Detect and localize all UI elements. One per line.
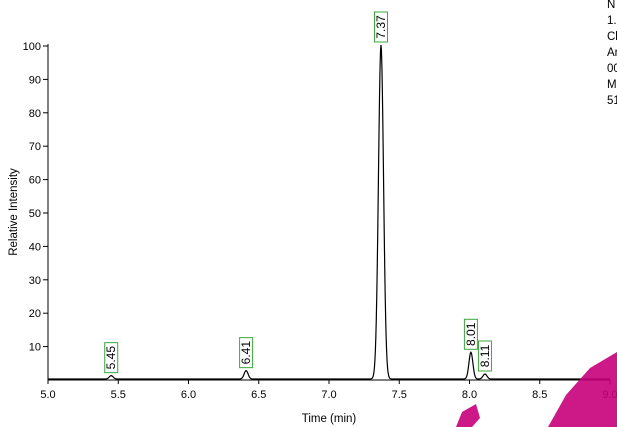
- x-axis-title: Time (min): [302, 413, 357, 425]
- x-tick-label: 6.5: [251, 389, 266, 401]
- peak-label: 8.01: [463, 318, 478, 350]
- peak-label-text: 7.37: [374, 15, 388, 39]
- corner-info-text: N 1. Cl Ar 00 M 51: [607, 0, 617, 107]
- peak-label-text: 6.41: [239, 341, 253, 365]
- y-axis-ticks: 10 20 30 40 50 60 70 80 90 100: [23, 41, 48, 354]
- x-tick-label: 5.5: [111, 389, 126, 401]
- peak-label-box: [477, 340, 492, 372]
- x-tick-label: 7.0: [321, 389, 336, 401]
- peak-label: 7.37: [373, 11, 388, 43]
- peak-label: 6.41: [239, 337, 254, 369]
- watermark-stamp-fragment: [456, 404, 480, 427]
- x-axis-ticks: 5.05.56.06.57.07.58.08.59.0: [40, 380, 617, 401]
- x-tick-label: 7.5: [392, 389, 407, 401]
- y-tick-label: 70: [29, 141, 41, 153]
- x-tick-label: 6.0: [181, 389, 196, 401]
- x-tick-label: 8.0: [462, 389, 477, 401]
- y-tick-label: 100: [23, 41, 41, 53]
- y-tick-label: 60: [29, 175, 41, 187]
- x-tick-label: 8.5: [532, 389, 547, 401]
- y-axis-title: Relative Intensity: [8, 168, 20, 256]
- peak-label: 8.11: [477, 340, 492, 372]
- peak-label-box: [239, 337, 254, 369]
- peak-labels: 5.45 6.41 7.37 8.018.11: [104, 11, 492, 374]
- watermark-stamp: [548, 352, 617, 427]
- y-tick-label: 50: [29, 208, 41, 220]
- corner-text-line: Ar: [607, 47, 617, 59]
- y-tick-label: 10: [29, 342, 41, 354]
- y-tick-label: 90: [29, 74, 41, 86]
- corner-text-line: N: [607, 0, 615, 11]
- y-tick-label: 30: [29, 275, 41, 287]
- peak-label-box: [373, 11, 388, 43]
- corner-text-line: 51: [607, 95, 617, 107]
- peak-label-box: [463, 318, 478, 350]
- peak-label-text: 5.45: [104, 346, 118, 370]
- peak-label-text: 8.11: [478, 344, 492, 367]
- peak-label-box: [104, 342, 119, 374]
- corner-text-line: M: [607, 79, 617, 91]
- corner-text-line: 00: [607, 63, 617, 75]
- peak-label: 5.45: [104, 342, 119, 374]
- y-tick-label: 40: [29, 241, 41, 253]
- chromatogram-trace: [48, 44, 610, 380]
- y-tick-label: 20: [29, 308, 41, 320]
- x-tick-label: 5.0: [40, 389, 55, 401]
- corner-text-line: 1.: [607, 15, 617, 27]
- corner-text-line: Cl: [607, 31, 617, 43]
- peak-label-text: 8.01: [464, 322, 478, 346]
- y-tick-label: 80: [29, 108, 41, 120]
